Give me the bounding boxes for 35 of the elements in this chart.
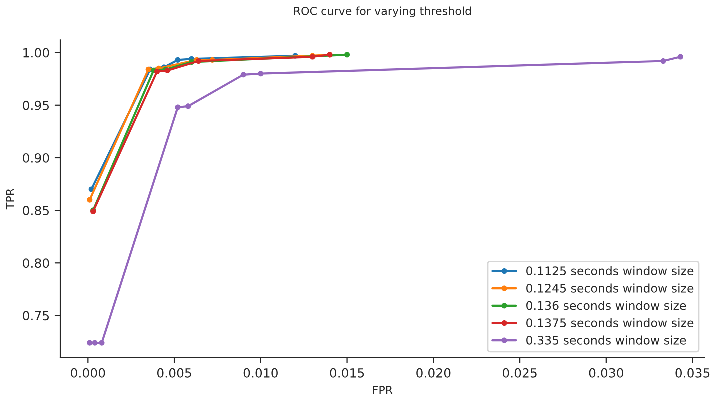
x-tick-label: 0.020 [416,368,451,378]
legend-label: 0.1375 seconds window size [526,318,694,328]
y-tick-label: 0.80 [23,258,50,268]
y-tick-label: 0.95 [23,100,50,110]
x-tick-label: 0.035 [676,368,710,378]
y-tick-label: 1.00 [24,48,50,58]
legend-label: 0.1245 seconds window size [526,284,694,293]
x-tick-label: 0.010 [244,368,278,378]
point [240,72,246,78]
x-axis-title: FPR [373,386,393,394]
x-tick-label: 0.005 [157,368,192,378]
y-axis-title: TPR [6,188,14,210]
point [344,52,350,58]
point [175,104,181,110]
legend-label: 0.136 seconds window size [526,301,686,310]
y-tick-label: 0.75 [23,311,50,321]
point [99,340,105,346]
point [154,68,160,75]
point [186,104,192,110]
point [87,197,93,203]
legend-label: 0.1125 seconds window size [526,266,694,276]
point [678,54,684,60]
y-tick-label: 0.90 [23,153,50,163]
y-tick-label: 0.85 [23,206,50,216]
point [87,340,93,346]
point [660,58,666,64]
chart-title: ROC curve for varying threshold [294,6,472,18]
x-tick-label: 0.015 [330,368,364,378]
point [175,57,181,63]
point [258,71,264,77]
legend-label: 0.335 seconds window size [526,336,686,345]
x-tick-label: 0.000 [71,368,106,378]
x-tick-label: 0.025 [502,368,537,378]
x-tick-label: 0.030 [589,368,624,378]
point [92,340,98,346]
